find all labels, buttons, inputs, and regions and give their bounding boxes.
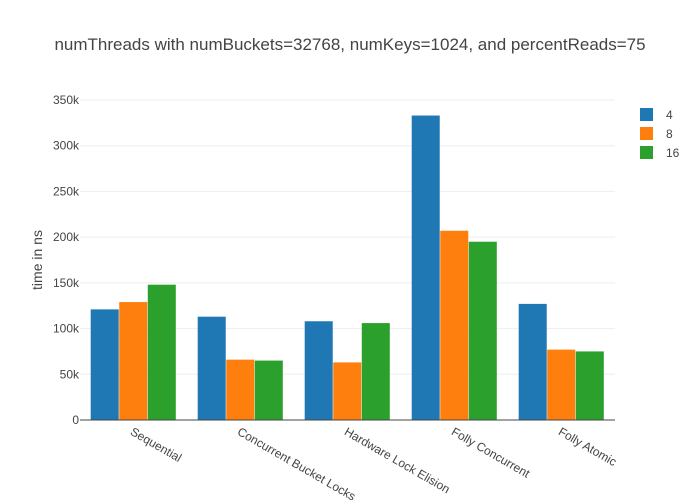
- bar-4-hardware-lock-elision[interactable]: [304, 321, 333, 420]
- legend-swatch[interactable]: [640, 108, 653, 121]
- legend-swatch[interactable]: [640, 127, 653, 140]
- chart-title: numThreads with numBuckets=32768, numKey…: [54, 35, 645, 54]
- legend-label[interactable]: 4: [666, 108, 673, 122]
- legend[interactable]: 4 8 16: [640, 108, 680, 160]
- bar-16-folly-atomic[interactable]: [575, 351, 604, 420]
- x-tick-labels: Sequential Concurrent Bucket LocksHardwar…: [128, 424, 619, 500]
- y-tick-label: 250k: [53, 184, 80, 198]
- y-tick-label: 350k: [53, 93, 80, 107]
- bar-16-concurrent-bucket-locks[interactable]: [254, 360, 283, 420]
- bar-4-folly-concurrent[interactable]: [411, 115, 440, 421]
- bar-8-sequential[interactable]: [119, 302, 148, 420]
- y-axis-title: time in ns: [29, 230, 45, 290]
- bar-8-folly-concurrent[interactable]: [440, 230, 469, 420]
- bar-4-concurrent-bucket-locks[interactable]: [197, 316, 226, 420]
- bar-16-hardware-lock-elision[interactable]: [361, 323, 390, 420]
- bar-4-sequential[interactable]: [90, 309, 119, 420]
- bar-16-folly-concurrent[interactable]: [468, 241, 497, 420]
- bar-8-hardware-lock-elision[interactable]: [333, 362, 362, 420]
- bars: [90, 115, 604, 421]
- x-tick-label: Folly Atomic: [556, 424, 619, 468]
- y-tick-label: 50k: [60, 367, 80, 381]
- bar-4-folly-atomic[interactable]: [518, 303, 547, 420]
- bar-8-concurrent-bucket-locks[interactable]: [226, 359, 255, 420]
- y-tick-label: 300k: [53, 139, 80, 153]
- y-tick-label: 150k: [53, 276, 80, 290]
- bar-8-folly-atomic[interactable]: [547, 349, 576, 420]
- y-tick-label: 200k: [53, 230, 80, 244]
- bar-16-sequential[interactable]: [147, 284, 176, 420]
- y-tick-label: 100k: [53, 322, 80, 336]
- legend-swatch[interactable]: [640, 146, 653, 159]
- x-tick-label: Sequential: [128, 424, 184, 464]
- legend-label[interactable]: 16: [666, 146, 680, 160]
- legend-label[interactable]: 8: [666, 127, 673, 141]
- y-tick-label: 0: [72, 413, 79, 427]
- x-tick-label: Concurrent Bucket Locks: [235, 424, 358, 500]
- x-tick-label: Hardware Lock Elision: [342, 424, 452, 496]
- x-tick-label: Folly Concurrent: [449, 424, 533, 480]
- y-tick-labels: 0 50k 100k 150k 200k 250k 300k 350k: [53, 93, 80, 427]
